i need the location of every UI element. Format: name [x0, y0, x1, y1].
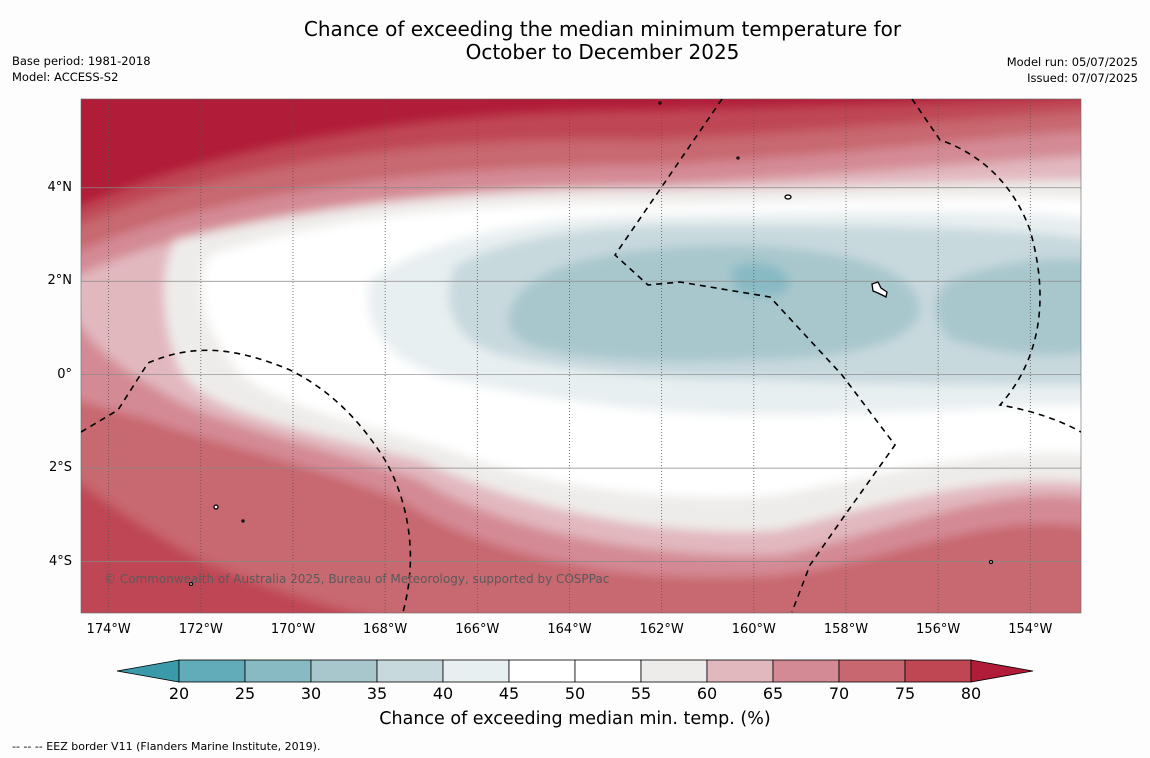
- map-frame: [80, 98, 1082, 614]
- colorbar-tick-label: 30: [300, 684, 322, 703]
- copyright-notice: © Commonwealth of Australia 2025, Bureau…: [104, 572, 610, 586]
- colorbar-tick-label: 75: [894, 684, 916, 703]
- latitude-label: 2°N: [47, 273, 73, 289]
- small-atoll-4: [188, 581, 194, 587]
- eez-borders: [81, 99, 1081, 613]
- fanning-island: [784, 194, 792, 200]
- small-atoll-3: [241, 519, 245, 523]
- model-run-date: Model run: 05/07/2025: [1006, 55, 1138, 69]
- colorbar-tick-label: 35: [366, 684, 388, 703]
- small-atoll-2: [736, 156, 740, 160]
- colorbar-segment: [838, 659, 906, 683]
- colorbar-segment: [640, 659, 708, 683]
- longitude-label: 164°W: [547, 622, 592, 637]
- colorbar-segment: [178, 659, 246, 683]
- eez-footnote: -- -- -- EEZ border V11 (Flanders Marine…: [12, 740, 321, 753]
- colorbar-tick-label: 55: [630, 684, 652, 703]
- colorbar-tick-label: 50: [564, 684, 586, 703]
- eez-border-line-islands: [911, 99, 1081, 433]
- islands: [188, 101, 994, 587]
- longitude-label: 158°W: [823, 622, 869, 637]
- latitude-label: 2°S: [48, 460, 72, 476]
- model-name: Model: ACCESS-S2: [12, 70, 119, 84]
- title-line-2: October to December 2025: [465, 40, 740, 64]
- colorbar-segment: [772, 659, 840, 683]
- longitude-label: 174°W: [86, 622, 131, 637]
- small-atoll-5: [988, 559, 994, 565]
- colorbar-tick-label: 20: [168, 684, 190, 703]
- colorbar-segment: [310, 659, 378, 683]
- probability-field: [81, 99, 1081, 613]
- eez-border-kiribati-north: [613, 99, 896, 613]
- colorbar-tick-label: 45: [498, 684, 520, 703]
- longitude-label: 166°W: [455, 622, 500, 637]
- title-line-1: Chance of exceeding the median minimum t…: [303, 17, 902, 41]
- latitude-label: 4°N: [47, 179, 73, 195]
- band-30-35: [508, 245, 920, 362]
- map-title: Chance of exceeding the median minimum t…: [0, 18, 1150, 64]
- colorbar-segment: [442, 659, 510, 683]
- colorbar-segment: [574, 659, 642, 683]
- colorbar-extend-high: [970, 659, 1034, 683]
- colorbar-segment: [244, 659, 312, 683]
- colorbar-title: Chance of exceeding median min. temp. (%…: [379, 709, 771, 729]
- colorbar-tick-label: 80: [960, 684, 982, 703]
- colorbar-tick-label: 70: [828, 684, 850, 703]
- colorbar-segment: [904, 659, 972, 683]
- colorbar-segment: [706, 659, 774, 683]
- longitude-label: 170°W: [270, 622, 316, 637]
- colorbar-tick-label: 60: [696, 684, 718, 703]
- colorbar-tick-label: 25: [234, 684, 256, 703]
- colorbar: [116, 659, 1034, 683]
- latitude-label: 4°S: [48, 553, 72, 569]
- longitude-label: 172°W: [178, 622, 223, 637]
- band-25-30: [730, 262, 790, 297]
- issued-date: Issued: 07/07/2025: [1027, 71, 1138, 85]
- colorbar-segment: [508, 659, 576, 683]
- longitude-label: 160°W: [731, 622, 776, 637]
- issue-info: Model run: 05/07/2025 Issued: 07/07/2025: [1007, 54, 1138, 86]
- graticule: [80, 98, 1082, 614]
- small-atoll-1: [658, 101, 662, 105]
- base-period: Base period: 1981-2018: [12, 54, 151, 68]
- kiritimati-island: [871, 281, 888, 298]
- nikumaroro-island: [213, 504, 219, 510]
- longitude-label: 162°W: [639, 622, 684, 637]
- base-period-info: Base period: 1981-2018 Model: ACCESS-S2: [12, 53, 151, 85]
- latitude-label: 0°: [57, 366, 72, 382]
- colorbar-tick-label: 40: [432, 684, 454, 703]
- colorbar-tick-label: 65: [762, 684, 784, 703]
- band-30-35-east: [935, 258, 1081, 356]
- eez-border-tokelau: [81, 349, 412, 613]
- colorbar-extend-low: [116, 659, 180, 683]
- colorbar-segment: [376, 659, 444, 683]
- longitude-label: 154°W: [1008, 622, 1053, 637]
- longitude-label: 168°W: [363, 622, 408, 637]
- longitude-label: 156°W: [916, 622, 961, 637]
